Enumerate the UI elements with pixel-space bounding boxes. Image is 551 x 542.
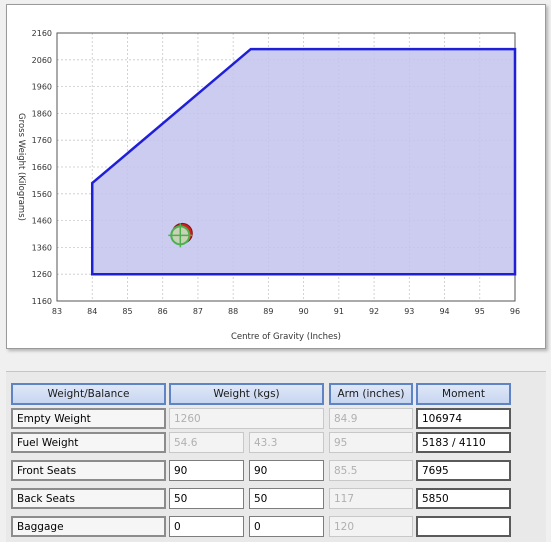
x-tick-label: 94 [439,307,449,316]
row-label-back-seats: Back Seats [11,488,166,509]
cg-envelope [90,47,517,276]
header-weight: Weight (kgs) [169,383,324,405]
chart-svg: 83 84 85 86 87 88 89 90 91 92 93 94 95 96 2160 2060 1960… [16,29,520,342]
front-seats-moment: 7695 [416,460,511,481]
fuel-weight-arm: 95 [329,432,413,453]
y-tick-label: 1560 [32,190,52,199]
front-seats-arm: 85.5 [329,460,413,481]
x-tick-label: 90 [299,307,309,316]
baggage-weight-1-input[interactable]: 0 [169,516,244,537]
front-seats-weight-1-input[interactable]: 90 [169,460,244,481]
y-tick-label: 1160 [32,297,52,306]
y-tick-label: 1660 [32,163,52,172]
back-seats-moment: 5850 [416,488,511,509]
fuel-weight-moment: 5183 / 4110 [416,432,511,453]
row-label-front-seats: Front Seats [11,460,166,481]
header-arm: Arm (inches) [329,383,413,405]
front-seats-weight-2-input[interactable]: 90 [249,460,324,481]
x-tick-label: 89 [263,307,273,316]
y-tick-label: 1860 [32,109,52,118]
x-tick-label: 88 [228,307,238,316]
row-label-fuel-weight: Fuel Weight [11,432,166,453]
x-tick-label: 87 [193,307,203,316]
x-tick-label: 84 [87,307,97,316]
y-tick-label: 1760 [32,136,52,145]
x-tick-label: 96 [510,307,520,316]
x-tick-label: 86 [158,307,168,316]
row-label-baggage: Baggage [11,516,166,537]
fuel-weight-field-1: 54.6 [169,432,244,453]
y-tick-label: 1260 [32,270,52,279]
weight-balance-table: Weight/Balance Weight (kgs) Arm (inches)… [6,371,546,542]
baggage-arm: 120 [329,516,413,537]
y-tick-label: 1360 [32,243,52,252]
header-weight-balance: Weight/Balance [11,383,166,405]
x-tick-label: 95 [475,307,485,316]
fuel-weight-field-2: 43.3 [249,432,324,453]
row-label-empty-weight: Empty Weight [11,408,166,429]
y-tick-label: 1960 [32,83,52,92]
y-axis-label: Gross Weight (Kilograms) [16,113,26,221]
back-seats-arm: 117 [329,488,413,509]
x-tick-label: 91 [334,307,344,316]
empty-weight-moment: 106974 [416,408,511,429]
header-moment: Moment [416,383,511,405]
x-tick-label: 93 [404,307,414,316]
x-tick-label: 92 [369,307,379,316]
empty-weight-arm: 84.9 [329,408,413,429]
x-tick-label: 83 [52,307,62,316]
empty-weight-field: 1260 [169,408,324,429]
x-axis-label: Centre of Gravity (Inches) [231,332,341,342]
y-tick-label: 2160 [32,29,52,38]
y-tick-label: 1460 [32,217,52,226]
back-seats-weight-1-input[interactable]: 50 [169,488,244,509]
weight-balance-chart: 83 84 85 86 87 88 89 90 91 92 93 94 95 96 2160 2060 1960… [6,4,546,349]
back-seats-weight-2-input[interactable]: 50 [249,488,324,509]
x-tick-label: 85 [122,307,132,316]
baggage-moment [416,516,511,537]
y-tick-label: 2060 [32,56,52,65]
baggage-weight-2-input[interactable]: 0 [249,516,324,537]
